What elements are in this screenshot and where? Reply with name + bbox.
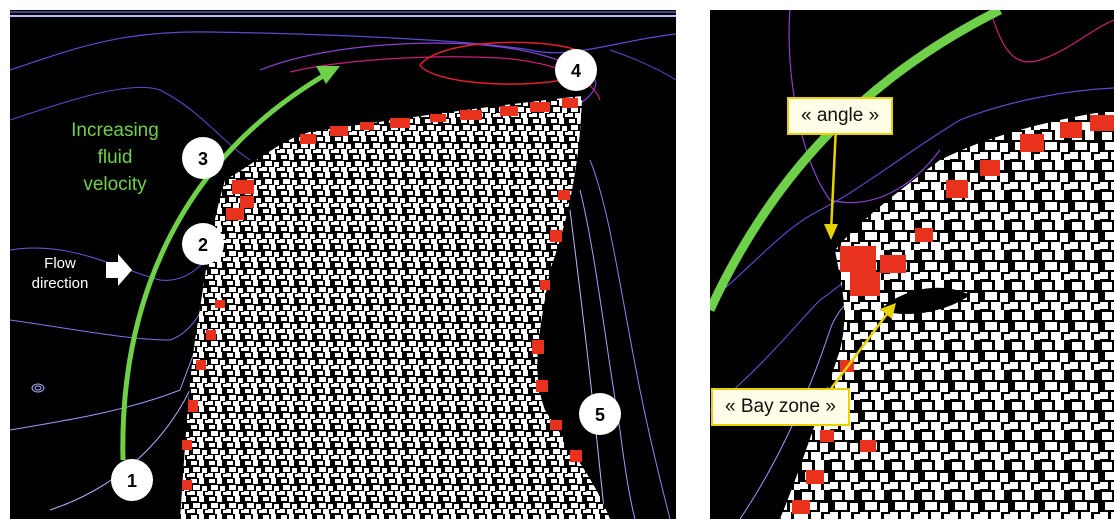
- simulation-panel-left: Increasing fluid velocity Flow direction…: [10, 10, 676, 519]
- marker-2-label: 2: [198, 235, 208, 255]
- velocity-arrow: [120, 69, 332, 461]
- marker-3-label: 3: [198, 149, 208, 169]
- deposit-layer-zoom: [792, 115, 1114, 514]
- bay-callout-line: [829, 309, 891, 391]
- marker-4-label: 4: [571, 61, 581, 81]
- flow-label-line-1: Flow: [44, 255, 76, 272]
- flow-direction-arrow: [106, 254, 132, 286]
- angle-callout-arrowhead: [824, 224, 838, 240]
- velocity-arrowhead: [316, 66, 340, 84]
- marker-1-label: 1: [127, 471, 137, 491]
- angle-callout-label: « angle »: [787, 97, 894, 135]
- velocity-label-line-3: velocity: [83, 174, 147, 195]
- marker-5: 5: [579, 393, 621, 435]
- velocity-contours: [10, 11, 676, 519]
- bay-zone-callout-label: « Bay zone »: [711, 388, 850, 426]
- marker-4: 4: [555, 49, 597, 91]
- right-figure: [710, 10, 1114, 519]
- marker-1: 1: [111, 459, 153, 501]
- bay-callout-arrowhead: [880, 303, 896, 319]
- flow-label-line-2: direction: [32, 275, 89, 292]
- velocity-arrow-zoom: [710, 10, 1003, 312]
- marker-2: 2: [182, 223, 224, 265]
- velocity-label-line-2: fluid: [98, 147, 133, 168]
- simulation-panel-right: « angle » « Bay zone »: [710, 10, 1114, 519]
- porous-structure-zoom: [780, 110, 1114, 519]
- marker-3: 3: [182, 137, 224, 179]
- left-figure: Increasing fluid velocity Flow direction…: [10, 11, 676, 519]
- angle-callout-line: [829, 125, 838, 233]
- velocity-label-line-1: Increasing: [71, 120, 159, 141]
- deposit-layer: [182, 98, 582, 490]
- porous-structure: [180, 96, 610, 519]
- marker-5-label: 5: [595, 405, 605, 425]
